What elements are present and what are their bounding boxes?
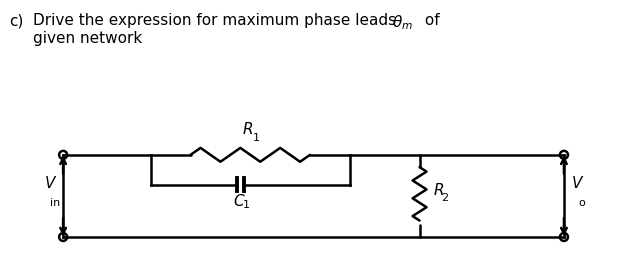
Text: V: V: [572, 176, 582, 191]
Text: c): c): [10, 13, 24, 28]
Text: given network: given network: [33, 31, 142, 46]
Text: V: V: [45, 176, 55, 191]
Text: in: in: [50, 198, 60, 208]
Text: R: R: [243, 122, 254, 137]
Text: o: o: [578, 198, 585, 208]
Text: 2: 2: [442, 193, 449, 203]
Text: Drive the expression for maximum phase leads: Drive the expression for maximum phase l…: [33, 13, 401, 28]
Text: $\theta_m$: $\theta_m$: [392, 13, 413, 32]
Text: C: C: [233, 194, 244, 210]
Text: 1: 1: [243, 200, 250, 210]
Text: 1: 1: [253, 133, 260, 143]
Text: of: of: [420, 13, 439, 28]
Text: R: R: [433, 183, 444, 199]
